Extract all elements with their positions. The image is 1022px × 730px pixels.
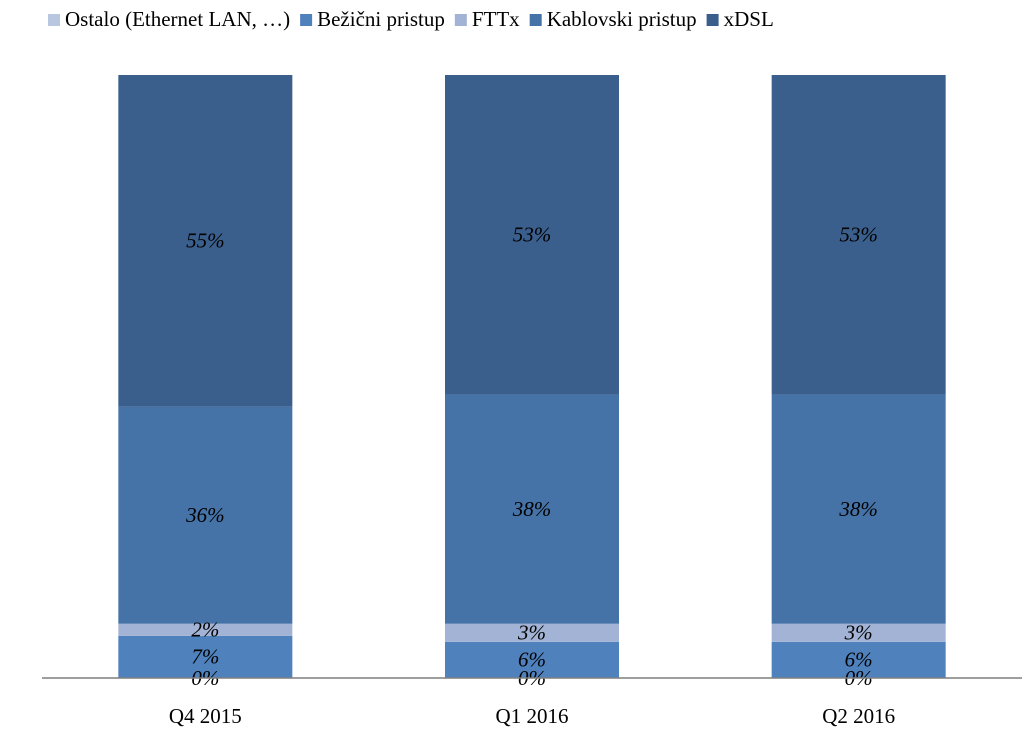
bar-segment	[445, 75, 619, 395]
bar-segment	[445, 641, 619, 678]
value-label: 2%	[191, 618, 219, 642]
value-label: 3%	[517, 621, 546, 645]
legend-swatch	[529, 14, 542, 26]
value-label: 3%	[844, 621, 873, 645]
legend-label: Ostalo (Ethernet LAN, …)	[65, 7, 290, 31]
value-label: 38%	[838, 497, 878, 521]
value-label: 53%	[839, 223, 878, 247]
bar-segment	[118, 406, 293, 624]
legend-label: xDSL	[724, 7, 774, 31]
legend-swatch	[454, 14, 467, 26]
bar-segment	[118, 635, 293, 678]
legend-swatch	[48, 14, 60, 26]
legend-swatch	[300, 14, 313, 26]
bar-segment	[445, 394, 619, 624]
x-tick-label: Q1 2016	[496, 704, 569, 728]
value-label: 7%	[191, 645, 219, 669]
legend-label: Kablovski pristup	[547, 7, 697, 31]
x-tick-label: Q4 2015	[169, 704, 242, 728]
legend-label: Bežični pristup	[317, 7, 445, 31]
bar-segment	[445, 623, 619, 642]
bar-segment	[771, 641, 946, 678]
value-label: 6%	[845, 648, 873, 672]
bar-segment	[771, 394, 946, 624]
value-label: 36%	[185, 503, 225, 527]
x-tick-label: Q2 2016	[822, 704, 895, 728]
legend-swatch	[706, 14, 719, 26]
value-label: 38%	[512, 497, 552, 521]
bar-segment	[118, 75, 293, 407]
value-label: 6%	[518, 648, 546, 672]
value-label: 55%	[186, 229, 225, 253]
bar-segment	[771, 75, 946, 395]
value-label: 53%	[513, 223, 552, 247]
legend-label: FTTx	[472, 7, 520, 31]
bar-segment	[118, 623, 293, 636]
bar-segment	[771, 623, 946, 642]
